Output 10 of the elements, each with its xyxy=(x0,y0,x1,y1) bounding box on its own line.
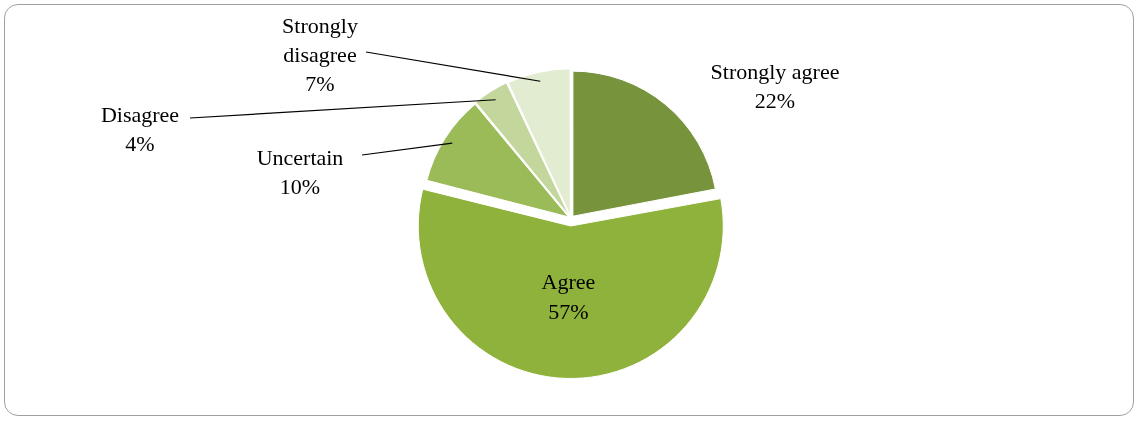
data-label: 7% xyxy=(305,70,335,96)
data-label: 57% xyxy=(548,298,589,324)
slice-label: Strongly agree xyxy=(710,58,840,84)
slice-label: Agree xyxy=(541,268,596,294)
slice-label: Strongly disagree xyxy=(282,12,358,67)
data-label: 4% xyxy=(125,130,155,156)
slice-label: Disagree xyxy=(100,101,180,127)
data-label: 10% xyxy=(279,173,321,199)
data-label: 22% xyxy=(754,87,796,113)
slice-label: Uncertain xyxy=(256,144,344,170)
